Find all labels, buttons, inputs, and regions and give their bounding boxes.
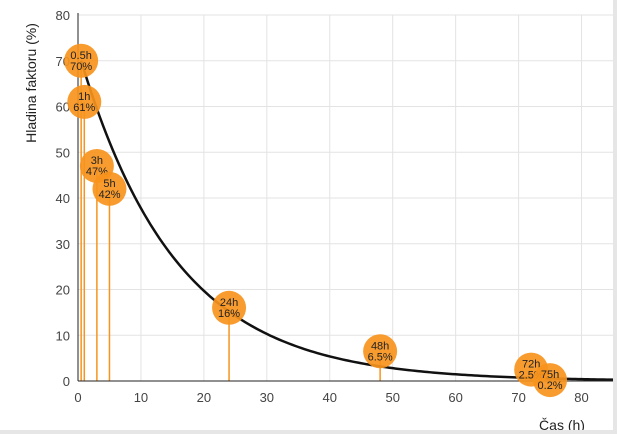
y-axis-label: Hladina faktoru (%): [23, 23, 39, 143]
y-tick-label: 30: [56, 237, 70, 252]
point-time-label: 24h: [220, 297, 238, 309]
y-tick-label: 10: [56, 328, 70, 343]
point-time-label: 0.5h: [70, 50, 91, 62]
x-tick-labels: 0 10 20 30 40 50 60 70 80: [74, 390, 588, 405]
x-tick-label: 20: [197, 390, 211, 405]
point-time-label: 3h: [91, 155, 103, 167]
stem-lines: [80, 60, 551, 381]
y-tick-label: 50: [56, 145, 70, 160]
data-bubble: [67, 84, 102, 119]
x-tick-label: 30: [260, 390, 274, 405]
data-bubble: [64, 43, 99, 78]
y-tick-label: 0: [63, 374, 70, 389]
point-time-label: 48h: [371, 340, 389, 352]
data-bubble: [363, 334, 398, 369]
x-tick-label: 10: [134, 390, 148, 405]
point-value-label: 42%: [98, 189, 120, 201]
point-value-label: 6.5%: [368, 351, 393, 363]
data-points: 0.5h70%1h61%3h47%5h42%24h16%48h6.5%72h2.…: [64, 43, 568, 398]
y-tick-label: 40: [56, 191, 70, 206]
x-axis-label: Čas (h): [539, 417, 585, 430]
point-value-label: 70%: [70, 61, 92, 73]
x-tick-label: 80: [574, 390, 588, 405]
x-tick-label: 50: [385, 390, 399, 405]
data-bubble: [533, 363, 568, 398]
point-value-label: 16%: [218, 308, 240, 320]
point-time-label: 5h: [103, 178, 115, 190]
decay-curve: [79, 60, 613, 381]
y-tick-label: 20: [56, 283, 70, 298]
y-tick-label: 80: [56, 8, 70, 23]
point-value-label: 61%: [73, 102, 95, 114]
y-tick-label: 60: [56, 100, 70, 115]
axes: [77, 13, 613, 382]
x-tick-label: 40: [323, 390, 337, 405]
x-tick-label: 70: [511, 390, 525, 405]
x-tick-label: 60: [448, 390, 462, 405]
point-value-label: 0.2%: [538, 380, 563, 392]
point-time-label: 75h: [541, 369, 559, 381]
x-tick-label: 0: [74, 390, 81, 405]
point-time-label: 1h: [78, 91, 90, 103]
data-bubble: [212, 290, 247, 325]
data-bubble: [92, 171, 127, 206]
point-time-label: 72h: [522, 359, 540, 371]
grid-lines: [77, 14, 613, 382]
